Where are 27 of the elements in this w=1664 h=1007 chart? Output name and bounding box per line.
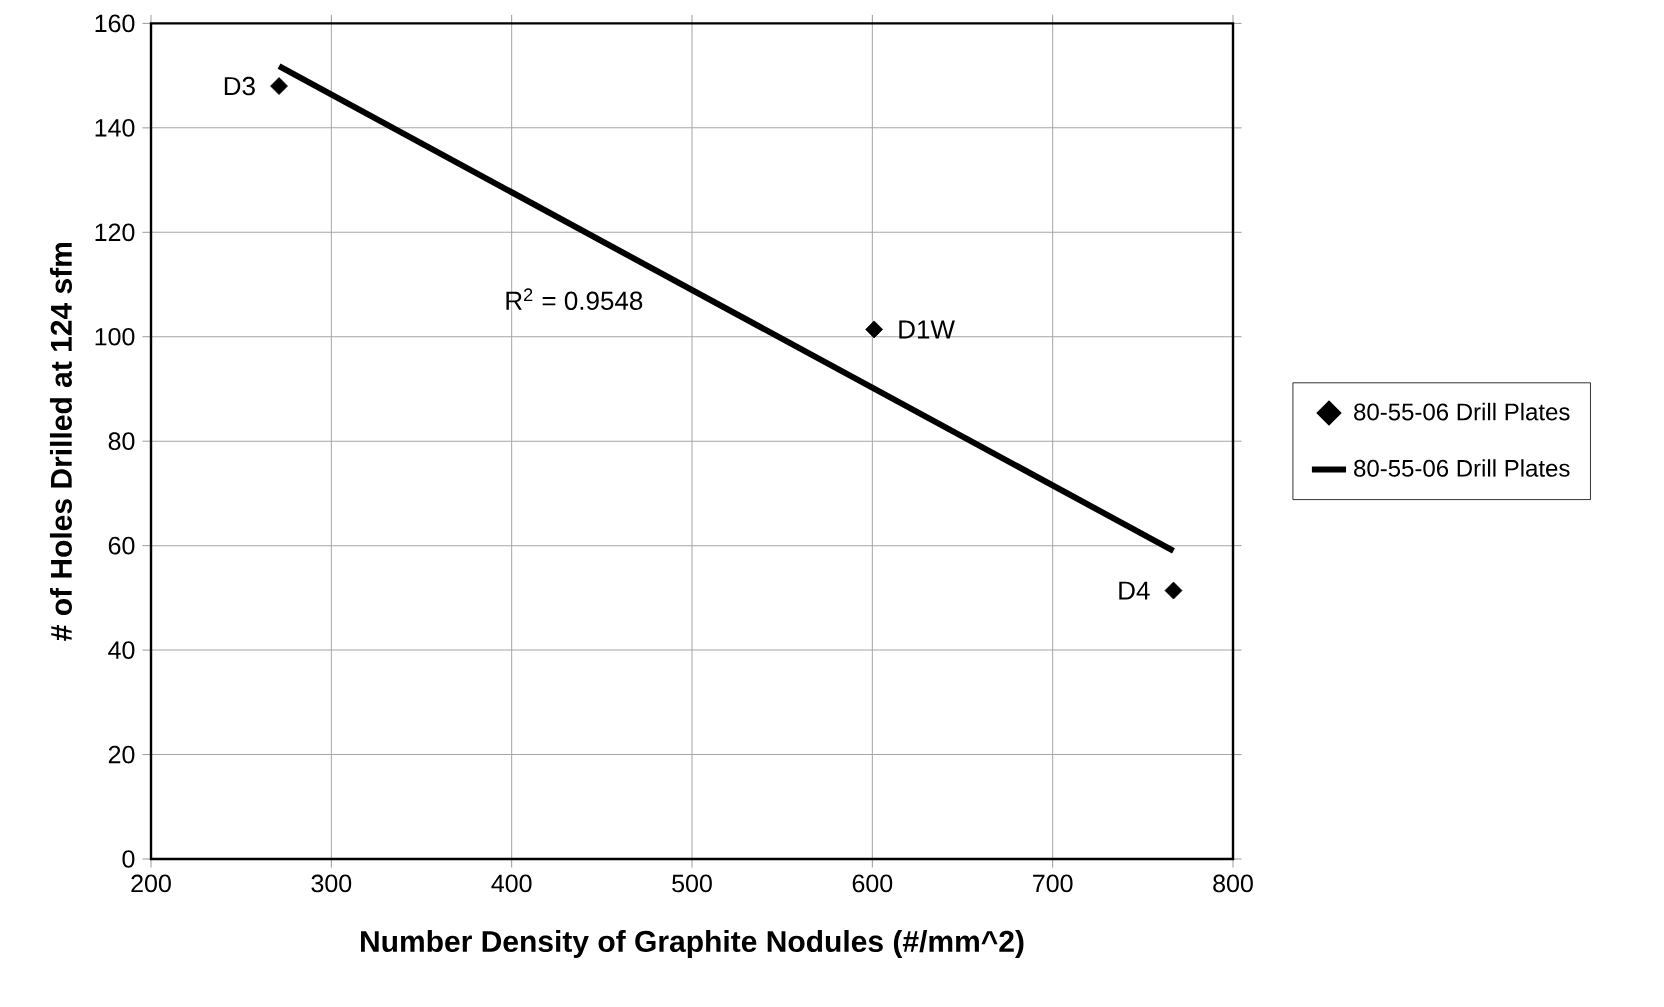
y-tick-label: 40 (108, 641, 135, 659)
x-tick-label: 600 (852, 874, 893, 893)
x-tick-label: 800 (1213, 874, 1253, 893)
annotation: D3 (224, 76, 255, 96)
point (270, 77, 288, 95)
annotation: R$^{2}$ = 0.9548 (506, 288, 643, 310)
x-tick-label: 300 (311, 874, 352, 893)
y-tick-label: 100 (95, 327, 135, 346)
y-tick-label: 60 (108, 536, 135, 555)
x-axis-title: Number Density of Graphite Nodules (#/mm^2) (361, 930, 1024, 958)
annotation: D4 (1119, 581, 1150, 600)
y-tick-label: 140 (95, 119, 135, 137)
x-tick-label: 200 (131, 874, 171, 893)
y-tick-label: 20 (108, 745, 135, 764)
point (865, 320, 884, 339)
y-tick-label: 80 (108, 432, 135, 451)
y-tick-label: 160 (95, 14, 135, 33)
x-tick-label: 700 (1033, 874, 1073, 893)
legend-label: 80-55-06 Drill Plates (1354, 402, 1570, 421)
y-tick-label: 0 (122, 850, 135, 868)
point (1164, 581, 1183, 600)
x-tick-label: 400 (491, 874, 532, 893)
y-axis-title: # of Holes Drilled at 124 sfm (49, 243, 72, 641)
x-tick-label: 500 (672, 874, 712, 893)
annotation: D1W (899, 320, 955, 339)
y-tick-label: 120 (95, 223, 135, 242)
legend-label: 80-55-06 Drill Plates (1354, 459, 1570, 477)
